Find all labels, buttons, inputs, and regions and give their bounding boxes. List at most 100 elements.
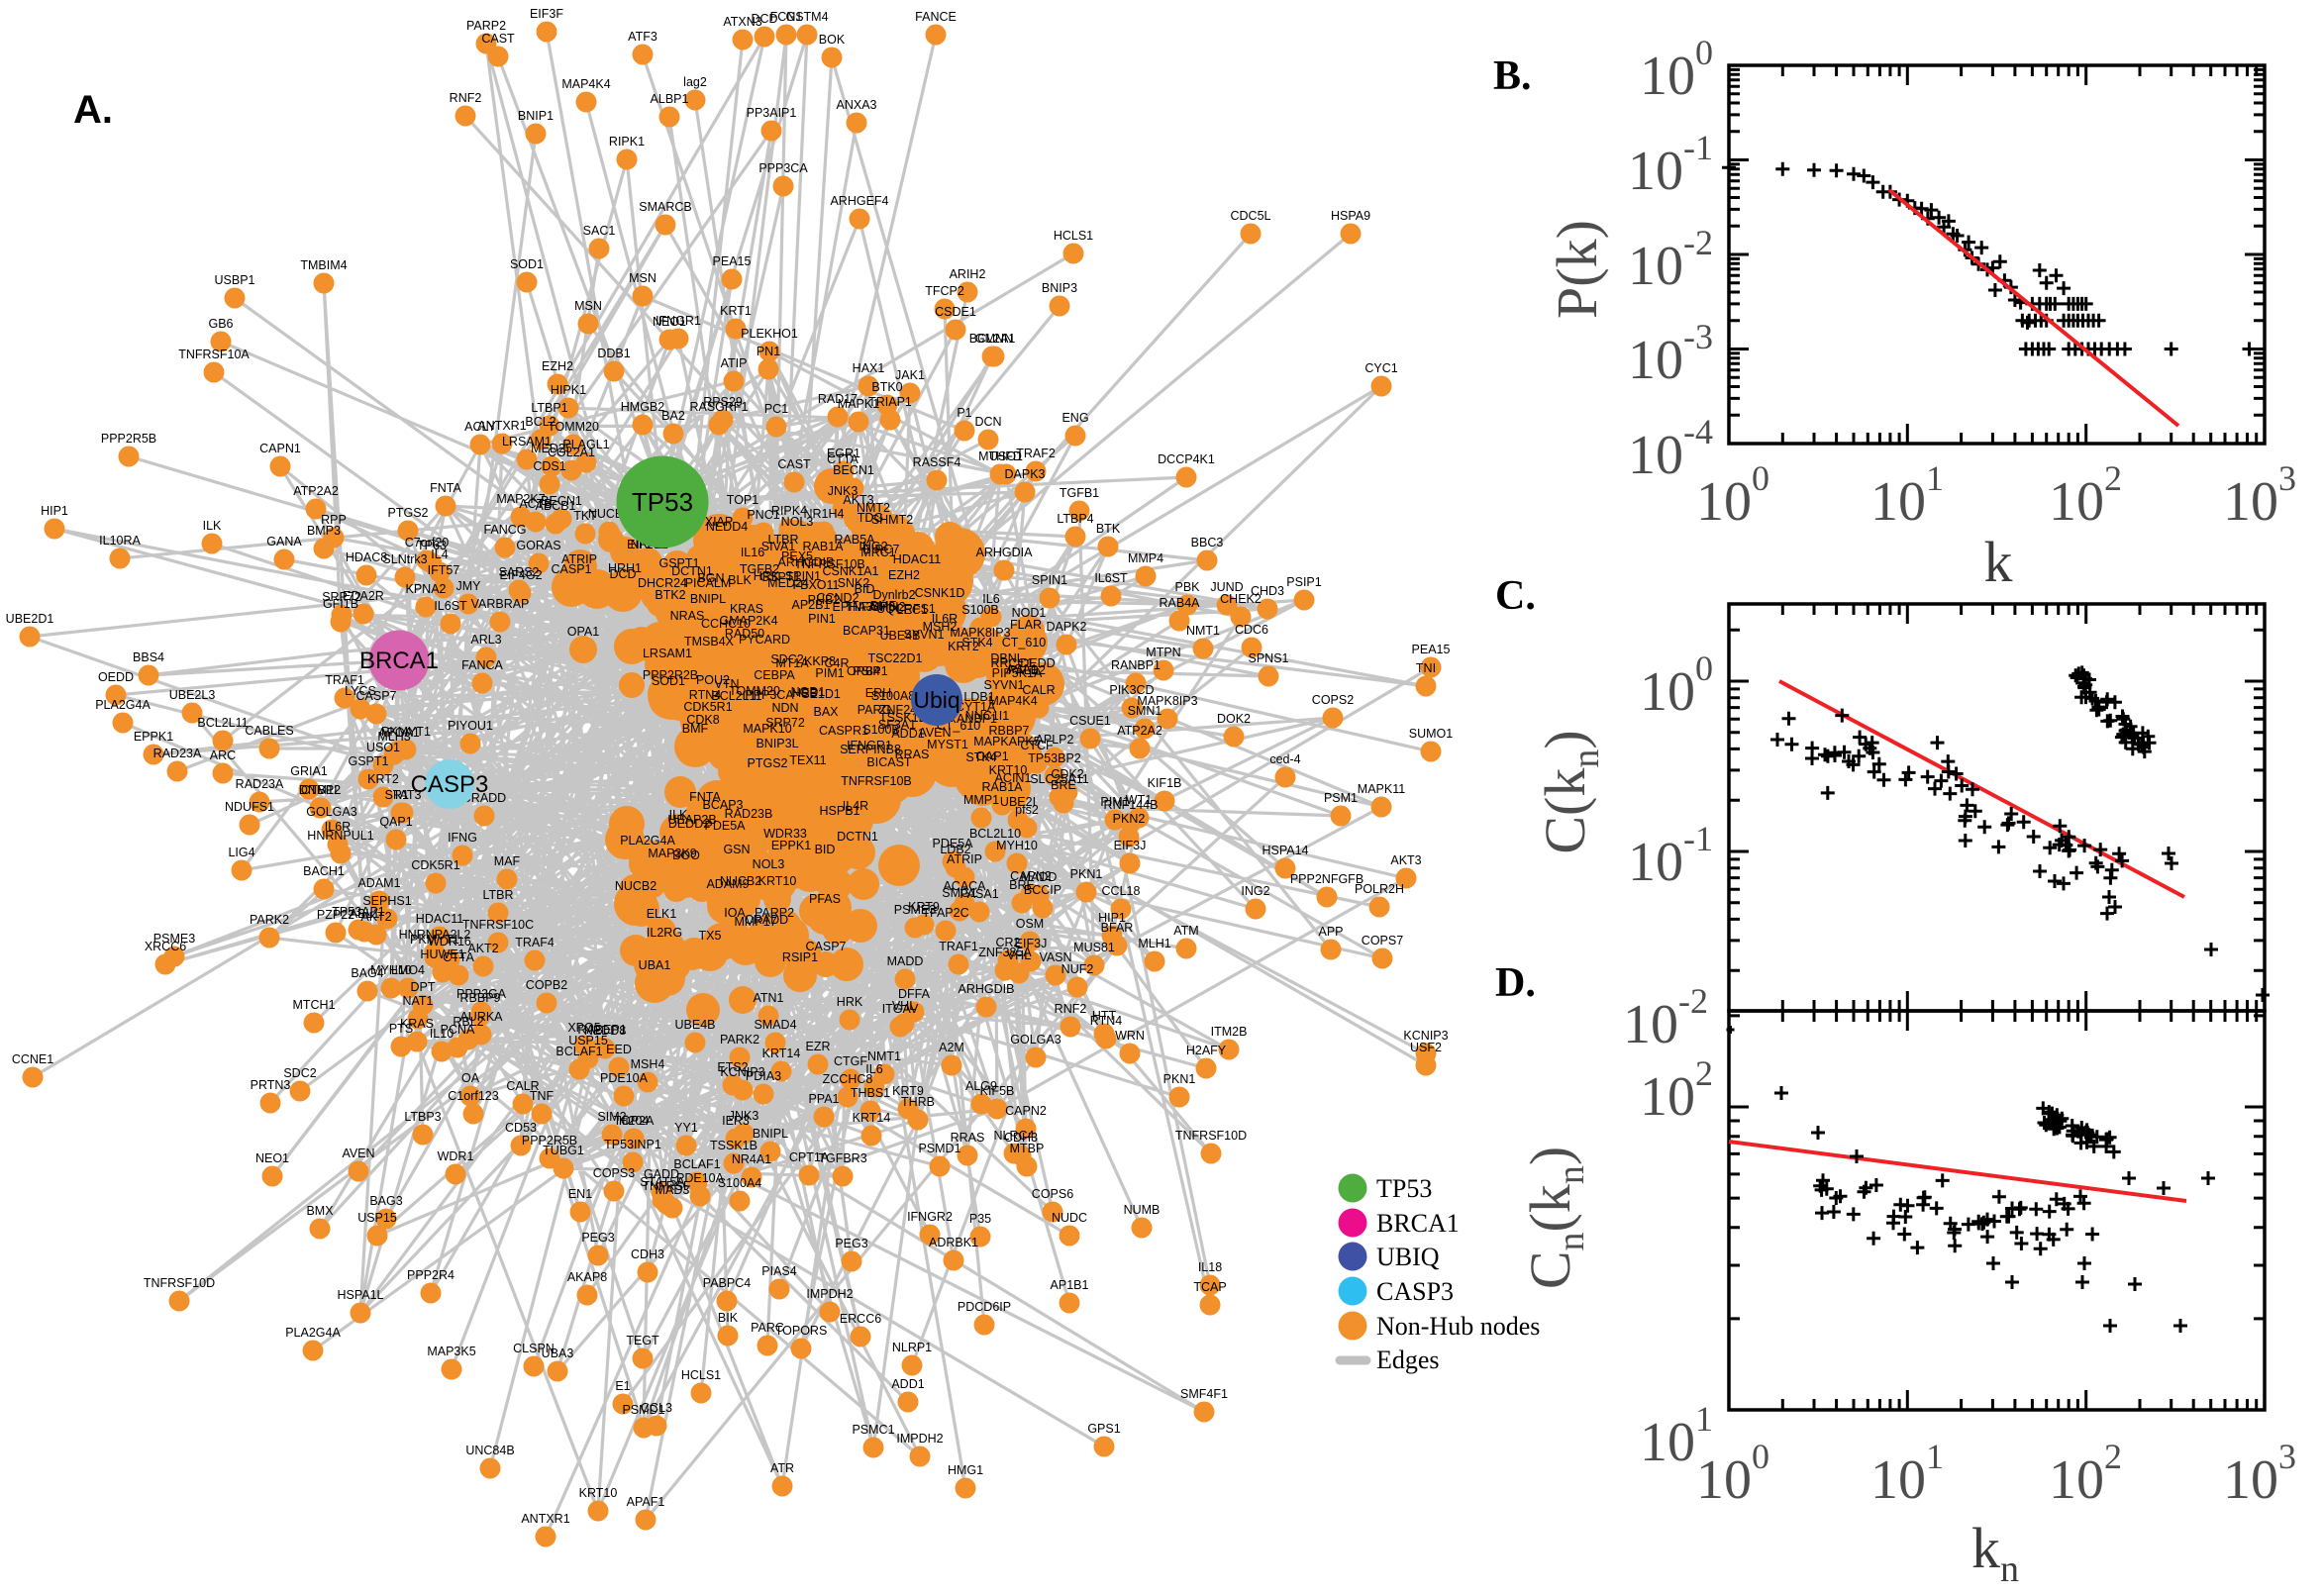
svg-text:PPP2R4: PPP2R4 xyxy=(407,1268,454,1282)
svg-text:NEDD8: NEDD8 xyxy=(584,1024,626,1038)
svg-text:FBXO11: FBXO11 xyxy=(792,578,839,592)
svg-text:OA: OA xyxy=(461,1071,480,1085)
svg-text:PIYOU1: PIYOU1 xyxy=(448,719,493,733)
svg-text:BNIP3: BNIP3 xyxy=(1042,281,1077,295)
svg-text:100: 100 xyxy=(1696,458,1769,533)
svg-text:MED25: MED25 xyxy=(531,442,572,455)
svg-text:BCL2A1: BCL2A1 xyxy=(969,332,1016,346)
svg-text:MAP3K5: MAP3K5 xyxy=(427,1345,475,1358)
svg-text:PARG: PARG xyxy=(858,703,892,717)
svg-text:PLA2G4A: PLA2G4A xyxy=(95,698,151,712)
svg-text:PLEC1: PLEC1 xyxy=(888,603,928,617)
svg-text:DCCP4K1: DCCP4K1 xyxy=(1158,452,1215,466)
svg-text:CYC1: CYC1 xyxy=(1364,361,1397,375)
svg-text:10-2: 10-2 xyxy=(1628,223,1713,297)
svg-text:SUMO1: SUMO1 xyxy=(1409,727,1454,741)
svg-text:TNFAIP8I2: TNFAIP8I2 xyxy=(845,600,905,614)
svg-text:GSTM4: GSTM4 xyxy=(785,10,828,24)
svg-text:PPA1: PPA1 xyxy=(808,1092,839,1106)
svg-text:NUCB2: NUCB2 xyxy=(615,879,656,893)
svg-text:MTHFD: MTHFD xyxy=(978,449,1022,463)
svg-text:STK4: STK4 xyxy=(961,636,992,649)
svg-text:PDE10A: PDE10A xyxy=(676,1171,725,1185)
svg-text:LRSAM1: LRSAM1 xyxy=(502,435,552,449)
svg-text:ADAM9: ADAM9 xyxy=(706,877,749,891)
svg-text:CHD3: CHD3 xyxy=(1251,584,1284,598)
svg-text:TNFRSF10D: TNFRSF10D xyxy=(1175,1129,1247,1143)
svg-text:RPP: RPP xyxy=(321,513,347,527)
svg-text:LMO4: LMO4 xyxy=(391,963,425,977)
svg-text:PARK2: PARK2 xyxy=(720,1033,759,1047)
svg-text:MT1A: MT1A xyxy=(775,656,809,670)
svg-text:BICAST: BICAST xyxy=(866,755,912,769)
svg-text:RIPK1: RIPK1 xyxy=(609,135,645,149)
svg-text:NMT1: NMT1 xyxy=(1186,624,1220,638)
svg-text:HNRNPUL1: HNRNPUL1 xyxy=(307,829,373,843)
svg-text:PIK3CD: PIK3CD xyxy=(1109,683,1154,697)
svg-text:HSPB1: HSPB1 xyxy=(820,804,860,818)
svg-text:BRCA1: BRCA1 xyxy=(359,648,439,674)
svg-text:TOMM20: TOMM20 xyxy=(729,684,780,698)
svg-text:UBAP2B: UBAP2B xyxy=(667,813,716,827)
svg-text:KPNA2: KPNA2 xyxy=(406,582,447,596)
svg-text:GADD: GADD xyxy=(644,1167,679,1181)
svg-text:BECN1: BECN1 xyxy=(541,494,582,508)
svg-text:NEO1: NEO1 xyxy=(255,1151,289,1165)
svg-text:MSN: MSN xyxy=(574,299,602,313)
svg-text:Edges: Edges xyxy=(1376,1346,1440,1374)
svg-text:PIP5K1A: PIP5K1A xyxy=(992,666,1043,680)
svg-text:LDB1: LDB1 xyxy=(963,690,994,704)
svg-text:H2AFY: H2AFY xyxy=(1186,1044,1227,1057)
svg-text:10-4: 10-4 xyxy=(1628,412,1713,486)
svg-text:SARS2: SARS2 xyxy=(499,565,540,579)
svg-text:BNIP3L: BNIP3L xyxy=(756,737,798,750)
svg-text:101: 101 xyxy=(1640,1399,1713,1473)
svg-text:YY1: YY1 xyxy=(674,1121,698,1135)
svg-text:DCTN1: DCTN1 xyxy=(837,830,878,844)
svg-text:EZH2: EZH2 xyxy=(542,359,573,373)
svg-text:HSPA1L: HSPA1L xyxy=(337,1288,383,1302)
svg-text:Ifi204: Ifi204 xyxy=(619,1114,650,1128)
svg-text:TSSK1B: TSSK1B xyxy=(710,1139,758,1152)
svg-text:CCHC10: CCHC10 xyxy=(701,617,751,631)
svg-text:UBE2I: UBE2I xyxy=(1000,795,1036,809)
svg-text:KRT10: KRT10 xyxy=(758,874,797,888)
svg-text:DFFA: DFFA xyxy=(898,987,931,1001)
svg-text:BTK0: BTK0 xyxy=(871,380,902,394)
svg-text:EPHA3: EPHA3 xyxy=(833,600,873,614)
svg-text:PKN1: PKN1 xyxy=(1070,867,1103,881)
svg-text:RNF2: RNF2 xyxy=(1055,1002,1087,1016)
svg-text:NUF2: NUF2 xyxy=(1061,962,1094,976)
svg-text:BAG4: BAG4 xyxy=(351,966,383,980)
svg-text:102: 102 xyxy=(2049,1437,2122,1511)
svg-text:NOD1: NOD1 xyxy=(1012,606,1047,620)
svg-text:MUS81: MUS81 xyxy=(1073,941,1115,954)
svg-text:TUBG1: TUBG1 xyxy=(543,1144,584,1157)
svg-text:NRAS: NRAS xyxy=(670,609,705,623)
svg-text:FNTA: FNTA xyxy=(430,481,461,495)
svg-text:SMG1: SMG1 xyxy=(942,886,976,900)
svg-text:ACIN1: ACIN1 xyxy=(995,771,1032,785)
svg-text:PICALM: PICALM xyxy=(685,576,732,590)
svg-text:ATXN3: ATXN3 xyxy=(723,15,761,29)
svg-text:TRAF4: TRAF4 xyxy=(515,936,555,949)
svg-text:KIF1B: KIF1B xyxy=(1148,776,1182,790)
svg-text:JNK3: JNK3 xyxy=(828,484,858,498)
svg-text:PSME3: PSME3 xyxy=(894,903,936,917)
svg-text:AURKA: AURKA xyxy=(459,1010,503,1024)
svg-text:PSIP1: PSIP1 xyxy=(1286,575,1321,589)
svg-text:CTGF: CTGF xyxy=(834,1054,867,1068)
svg-text:XIAP: XIAP xyxy=(705,515,734,529)
svg-text:APAF1: APAF1 xyxy=(627,1495,665,1509)
svg-text:AVEN: AVEN xyxy=(342,1147,374,1160)
svg-text:PEG3: PEG3 xyxy=(581,1231,614,1245)
svg-text:KCNIP3: KCNIP3 xyxy=(720,1065,764,1079)
svg-text:APOA1: APOA1 xyxy=(378,726,420,740)
svg-text:FANCE: FANCE xyxy=(915,10,957,24)
svg-text:TDG: TDG xyxy=(858,511,883,525)
svg-text:MSH2: MSH2 xyxy=(923,620,958,634)
svg-text:LTBP3: LTBP3 xyxy=(404,1110,441,1124)
svg-text:COPS3: COPS3 xyxy=(593,1166,635,1180)
svg-text:HIPK1: HIPK1 xyxy=(551,383,586,397)
svg-text:BAX: BAX xyxy=(813,705,839,719)
